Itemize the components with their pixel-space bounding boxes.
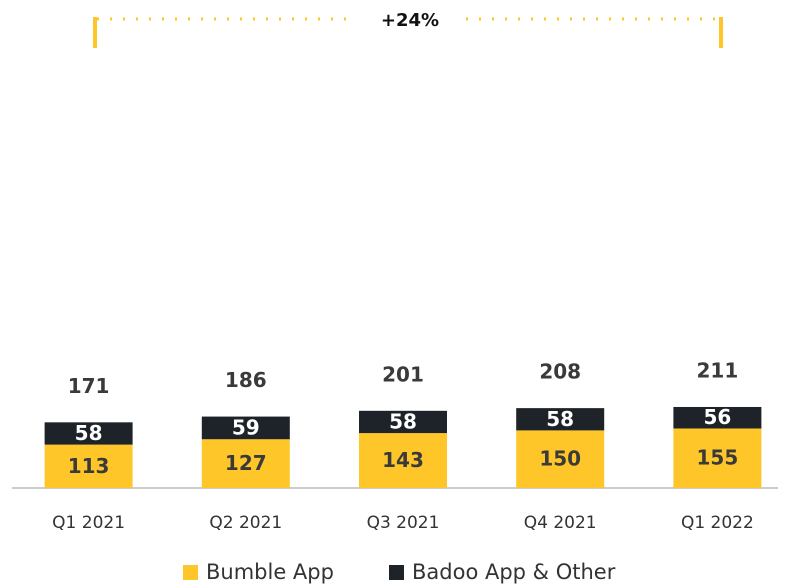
legend-label: Bumble App	[206, 560, 334, 584]
bar-segment	[359, 433, 447, 488]
total-label: 186	[225, 368, 267, 392]
total-label: 201	[382, 362, 424, 386]
total-label: 171	[68, 374, 110, 398]
segment-label: 143	[382, 448, 424, 472]
bar-segment	[201, 416, 290, 440]
x-tick-label: Q1 2021	[52, 513, 125, 533]
growth-bracket: +24%	[93, 10, 723, 48]
segment-label: 56	[703, 405, 731, 429]
legend-label: Badoo App & Other	[412, 560, 616, 584]
bar-segment	[516, 408, 605, 431]
bar-segment	[201, 439, 290, 488]
annotation: +24%	[381, 10, 439, 31]
total-label: 211	[697, 358, 739, 382]
bar-segment	[673, 428, 762, 488]
segment-label: 58	[75, 421, 103, 445]
segment-label: 58	[389, 409, 417, 433]
bar-segment	[673, 406, 762, 429]
bar-segment	[359, 410, 447, 434]
bar-segment	[44, 422, 133, 445]
bar-segment	[516, 430, 605, 488]
legend-swatch	[389, 565, 404, 580]
segment-label: 113	[68, 454, 110, 478]
total-label: 208	[539, 360, 581, 384]
x-tick-label: Q1 2022	[681, 513, 754, 533]
segment-label: 150	[539, 447, 581, 471]
segment-label: 58	[546, 407, 574, 431]
x-tick-label: Q3 2021	[367, 513, 440, 533]
x-tick-label: Q4 2021	[524, 513, 597, 533]
bar-segment	[44, 444, 133, 488]
legend-swatch	[183, 565, 198, 580]
segment-label: 59	[232, 415, 260, 439]
x-tick-label: Q2 2021	[209, 513, 282, 533]
segment-label: 127	[225, 451, 267, 475]
segment-label: 155	[697, 446, 739, 470]
